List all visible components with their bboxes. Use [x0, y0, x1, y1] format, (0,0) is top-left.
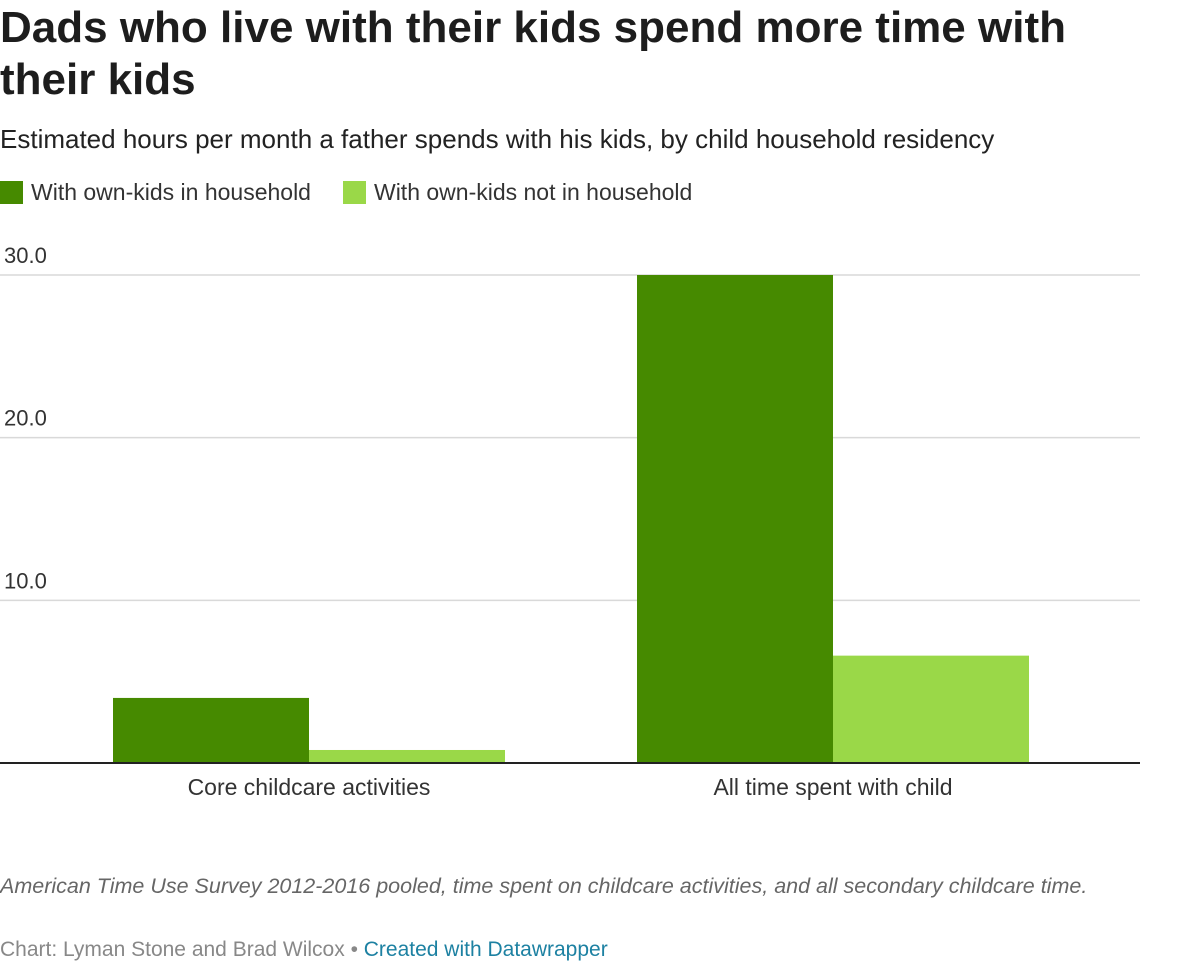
chart-title: Dads who live with their kids spend more…: [0, 3, 1066, 104]
legend-swatch-not-in-household: [342, 180, 366, 204]
legend-item-not-in-household: With own-kids not in household: [342, 178, 693, 206]
y-tick-label: 10.0: [4, 568, 47, 593]
x-category-label: All time spent with child: [713, 774, 952, 800]
byline-separator: •: [350, 938, 358, 961]
y-tick-label: 30.0: [4, 243, 47, 268]
legend-item-in-household: With own-kids in household: [0, 179, 311, 206]
legend-label-not-in-household: With own-kids not in household: [373, 178, 693, 205]
byline: Chart: Lyman Stone and Brad Wilcox • Cre…: [0, 938, 608, 962]
bar-not-in-household-core: [309, 749, 505, 763]
bar-chart: 10.0 20.0 30.0 Core childcare activities All…: [0, 243, 1140, 800]
y-tick-label: 20.0: [4, 406, 47, 431]
datawrapper-link[interactable]: Created with Datawrapper: [363, 938, 608, 961]
chart-subtitle: Estimated hours per month a father spend…: [0, 124, 995, 154]
bar-not-in-household-all-time: [833, 655, 1029, 763]
chart-note: American Time Use Survey 2012-2016 poole…: [0, 874, 1088, 898]
legend-label-in-household: With own-kids in household: [31, 178, 311, 205]
source-credit: Chart: Lyman Stone and Brad Wilcox: [0, 938, 345, 961]
bar-in-household-all-time: [637, 275, 833, 763]
legend-swatch-in-household: [0, 180, 23, 204]
legend: With own-kids in household With own-kids…: [0, 178, 724, 206]
bar-in-household-core: [113, 697, 309, 763]
x-category-label: Core childcare activities: [188, 774, 431, 800]
